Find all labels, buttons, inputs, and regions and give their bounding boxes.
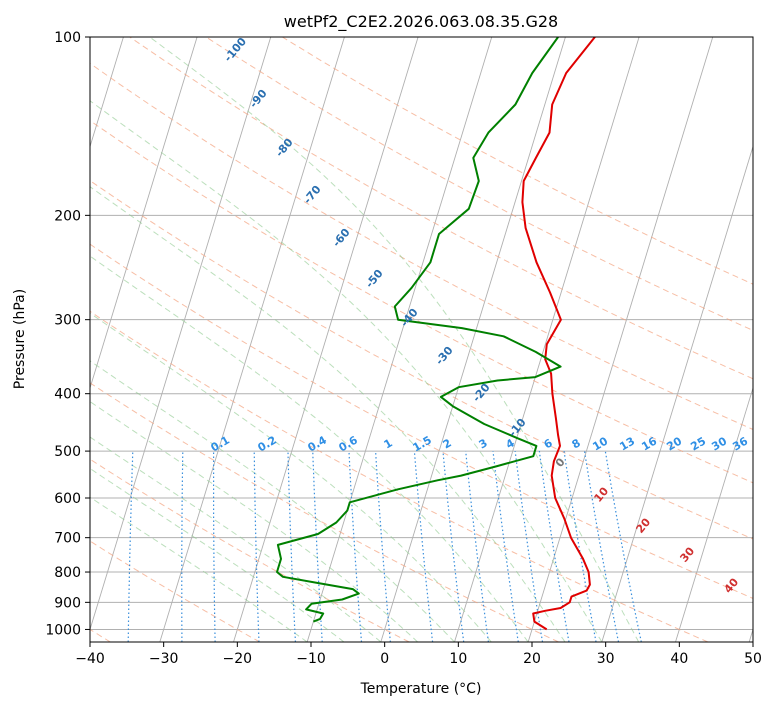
temperature-line-label: 20 — [633, 515, 653, 535]
moist-adiabat-label: -100 — [221, 35, 249, 65]
temperature-line-label: 40 — [721, 575, 741, 595]
dry-adiabat-line — [90, 458, 410, 642]
moist-adiabat-label: -70 — [301, 183, 324, 207]
mixing-ratio-label: 2 — [441, 436, 454, 451]
x-tick-label: 20 — [523, 651, 541, 667]
moist-adiabat-label: -60 — [330, 226, 353, 250]
moist-adiabat-line — [90, 100, 603, 642]
dry-adiabat-line — [205, 37, 753, 331]
mixing-ratio-line — [538, 451, 570, 642]
x-tick-label: 30 — [597, 651, 615, 667]
mixing-ratio-line — [465, 451, 489, 642]
temperature-profile-line — [521, 37, 596, 631]
x-tick-label: 50 — [744, 651, 762, 667]
mixing-ratio-label: 6 — [542, 436, 555, 451]
moist-adiabat-label: -80 — [273, 136, 296, 160]
mixing-ratio-label: 36 — [730, 434, 750, 453]
mixing-ratio-line — [181, 451, 184, 642]
mixing-ratio-label: 13 — [617, 435, 637, 454]
mixing-ratio-line — [127, 451, 134, 642]
x-tick-label: −10 — [296, 651, 326, 667]
temperature-line-label: 0 — [553, 455, 568, 469]
mixing-ratio-line — [287, 451, 296, 642]
plot-frame — [89, 36, 754, 643]
isotherm-line — [90, 37, 124, 149]
isotherm-line — [380, 37, 566, 642]
y-tick-label: 400 — [54, 387, 81, 403]
moist-adiabat-line — [90, 186, 566, 642]
mixing-ratio-line — [213, 451, 216, 642]
dry-adiabat-line — [90, 180, 753, 540]
x-axis-label: Temperature (°C) — [360, 681, 482, 697]
y-tick-label: 100 — [54, 30, 81, 46]
mixing-ratio-line — [584, 451, 620, 642]
isotherm-line — [601, 144, 753, 642]
chart-title: wetPf2_C2E2.2026.063.08.35.G28 — [284, 12, 558, 32]
isotherm-line — [306, 37, 493, 642]
x-tick-label: 40 — [670, 651, 688, 667]
isotherm-line — [90, 37, 198, 390]
mixing-ratio-line — [413, 451, 434, 642]
y-tick-label: 800 — [54, 565, 81, 581]
temperature-line-label: 30 — [677, 544, 697, 564]
mixing-ratio-line — [375, 451, 391, 642]
mixing-ratio-label: 30 — [709, 434, 729, 453]
dry-adiabat-line — [282, 37, 753, 285]
moist-adiabat-label: -40 — [398, 306, 421, 330]
mixing-ratio-label: 1 — [382, 436, 395, 451]
y-tick-label: 300 — [54, 313, 81, 329]
moist-adiabat-line — [90, 436, 382, 642]
moist-adiabat-line — [149, 37, 640, 642]
moist-adiabat-label: -90 — [247, 87, 270, 111]
mixing-ratio-line — [563, 451, 597, 642]
dry-adiabat-line — [90, 310, 709, 642]
x-tick-label: −40 — [75, 651, 105, 667]
moist-adiabat-line — [90, 400, 419, 642]
mixing-ratio-label: 10 — [590, 434, 610, 453]
isotherm-line — [90, 37, 272, 631]
mixing-ratio-label: 25 — [688, 435, 708, 454]
y-tick-label: 600 — [54, 491, 81, 507]
mixing-ratio-line — [442, 451, 465, 642]
mixing-ratio-line — [492, 451, 519, 642]
isotherm-line — [159, 37, 345, 642]
moist-adiabat-line — [90, 360, 455, 642]
temperature-line-label: 10 — [591, 484, 611, 504]
y-axis-label: Pressure (hPa) — [12, 289, 28, 389]
dry-adiabat-line — [129, 37, 753, 380]
isotherm-line — [675, 386, 753, 642]
y-tick-label: 200 — [54, 208, 81, 224]
mixing-ratio-label: 8 — [570, 436, 583, 451]
dry-adiabat-line — [90, 62, 753, 430]
isotherm-line — [454, 37, 640, 642]
dry-adiabat-line — [90, 540, 260, 642]
y-tick-label: 900 — [54, 595, 81, 611]
mixing-ratio-line — [253, 451, 260, 642]
moist-adiabat-label: -30 — [433, 344, 456, 368]
x-tick-label: −20 — [223, 651, 253, 667]
dewpoint-profile-line — [276, 37, 562, 623]
mixing-ratio-label: 16 — [639, 434, 659, 453]
mixing-ratio-label: 3 — [477, 436, 490, 451]
mixing-ratio-line — [604, 450, 642, 642]
moist-adiabat-line — [90, 312, 492, 642]
isotherm-line — [527, 37, 714, 642]
x-tick-label: 0 — [380, 651, 389, 667]
x-tick-label: 10 — [449, 651, 467, 667]
x-tick-label: −30 — [149, 651, 179, 667]
isotherm-line — [233, 37, 419, 642]
moist-adiabat-line — [90, 467, 345, 642]
y-tick-label: 500 — [54, 444, 81, 460]
mixing-ratio-line — [514, 451, 544, 642]
moist-adiabat-line — [90, 496, 308, 642]
moist-adiabat-line — [90, 255, 529, 642]
y-tick-label: 1000 — [45, 622, 81, 638]
y-tick-label: 700 — [54, 531, 81, 547]
moist-adiabat-label: -50 — [363, 267, 386, 291]
